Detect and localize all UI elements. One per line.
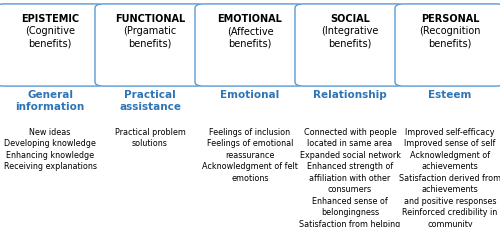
Text: FUNCTIONAL: FUNCTIONAL	[115, 14, 185, 24]
FancyBboxPatch shape	[295, 4, 405, 86]
Text: (Affective
benefits): (Affective benefits)	[226, 26, 274, 48]
Text: Practical
assistance: Practical assistance	[119, 90, 181, 112]
Text: Connected with people
located in same area
Expanded social network
Enhanced stre: Connected with people located in same ar…	[300, 128, 400, 227]
Text: SOCIAL: SOCIAL	[330, 14, 370, 24]
Text: (Cognitive
benefits): (Cognitive benefits)	[25, 26, 75, 48]
Text: EPISTEMIC: EPISTEMIC	[21, 14, 79, 24]
Text: Relationship: Relationship	[313, 90, 387, 100]
Text: (Prgamatic
benefits): (Prgamatic benefits)	[124, 26, 176, 48]
Text: Emotional: Emotional	[220, 90, 280, 100]
Text: (Recognition
benefits): (Recognition benefits)	[419, 26, 481, 48]
Text: New ideas
Developing knowledge
Enhancing knowledge
Receiving explanations: New ideas Developing knowledge Enhancing…	[4, 128, 96, 171]
Text: Improved self-efficacy
Improved sense of self
Acknowledgment of
achievements
Sat: Improved self-efficacy Improved sense of…	[399, 128, 500, 227]
Text: EMOTIONAL: EMOTIONAL	[218, 14, 282, 24]
Text: (Integrative
benefits): (Integrative benefits)	[322, 26, 378, 48]
Text: Practical problem
solutions: Practical problem solutions	[114, 128, 186, 148]
Text: Esteem: Esteem	[428, 90, 472, 100]
Text: PERSONAL: PERSONAL	[421, 14, 479, 24]
Text: Feelings of inclusion
Feelings of emotional
reassurance
Acknowledgment of felt
e: Feelings of inclusion Feelings of emotio…	[202, 128, 298, 183]
Text: General
information: General information	[16, 90, 84, 112]
FancyBboxPatch shape	[95, 4, 205, 86]
FancyBboxPatch shape	[195, 4, 305, 86]
FancyBboxPatch shape	[395, 4, 500, 86]
FancyBboxPatch shape	[0, 4, 105, 86]
